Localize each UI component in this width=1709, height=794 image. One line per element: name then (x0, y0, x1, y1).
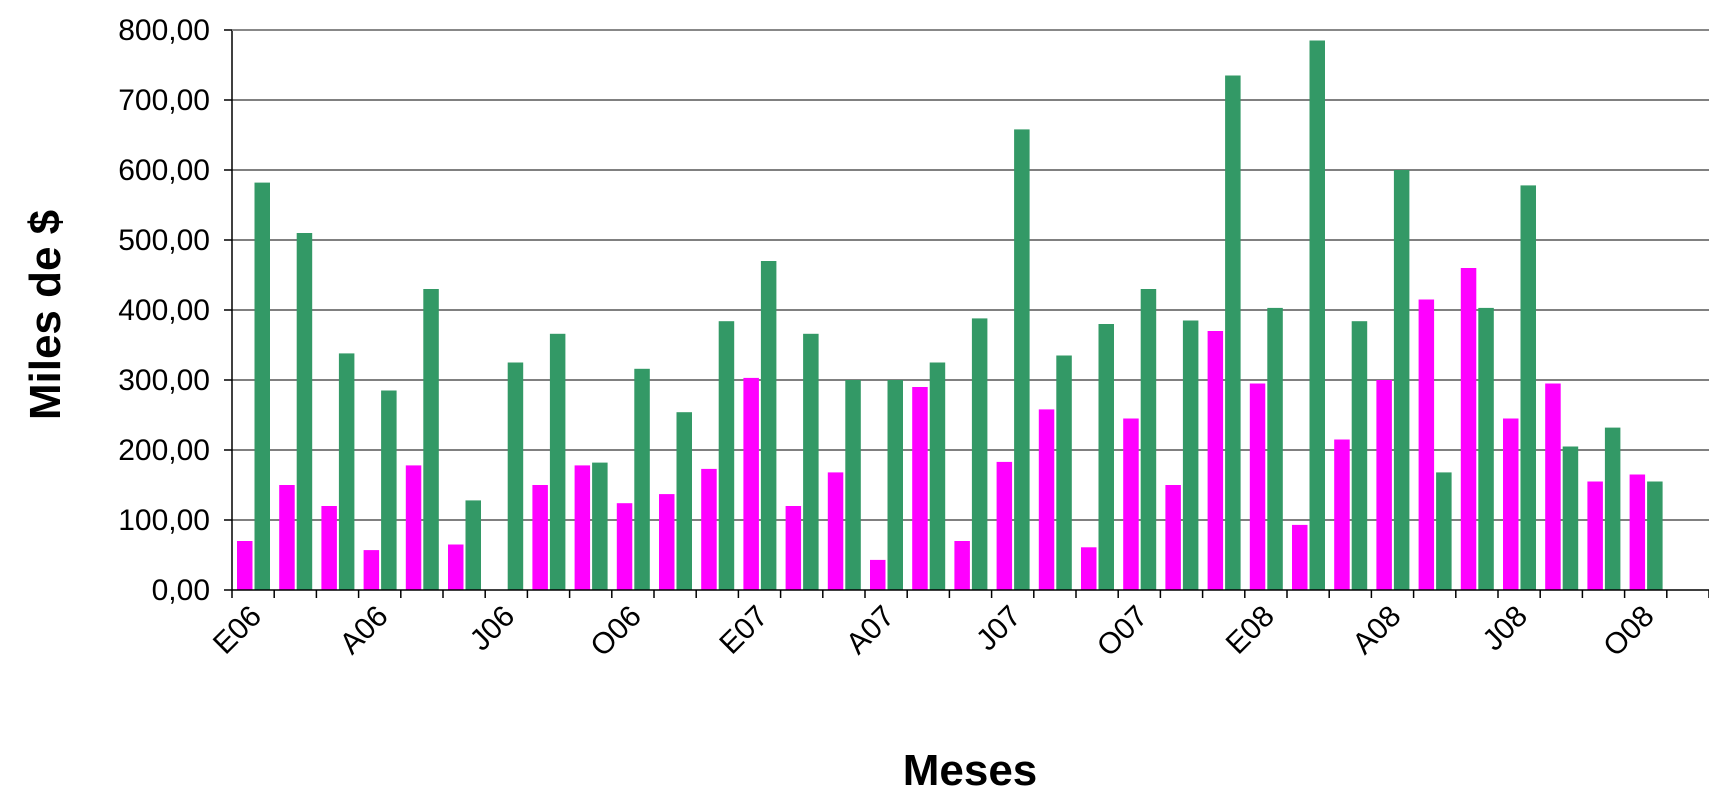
bar-series-1 (405, 465, 422, 590)
y-tick-label: 500,00 (118, 224, 210, 257)
bar-series-2 (338, 353, 355, 590)
y-tick-label: 800,00 (118, 14, 210, 47)
bar-series-1 (1123, 418, 1139, 590)
bar-series-2 (1182, 320, 1199, 590)
bar-series-1 (1081, 547, 1097, 590)
bar-series-2 (1225, 75, 1241, 590)
bar-series-1 (785, 506, 802, 590)
bar-series-2 (718, 321, 735, 590)
x-tick-label: E08 (1220, 600, 1281, 661)
bar-series-1 (616, 503, 633, 590)
bar-series-1 (1545, 383, 1561, 590)
bar-series-1 (1207, 331, 1224, 590)
bar-series-1 (659, 494, 675, 590)
bar-series-2 (760, 261, 777, 590)
x-tick-label: J07 (970, 600, 1028, 658)
bar-series-2 (1267, 307, 1283, 590)
y-tick-label: 300,00 (118, 364, 210, 397)
bar-series-1 (912, 387, 928, 590)
bar-series-2 (1014, 129, 1030, 590)
bar-series-2 (1562, 446, 1579, 590)
bar-series-1 (448, 544, 464, 590)
bar-series-2 (465, 500, 481, 590)
y-tick-label: 600,00 (118, 154, 210, 187)
bar-series-2 (1520, 185, 1536, 590)
y-tick-label: 0,00 (152, 574, 210, 607)
bar-series-2 (1478, 307, 1494, 590)
bar-series-1 (1503, 418, 1519, 590)
bar-series-1 (321, 506, 337, 590)
bar-series-1 (1334, 439, 1350, 590)
bar-series-1 (870, 559, 886, 590)
x-tick-label: O06 (584, 600, 647, 663)
bar-series-1 (237, 541, 253, 590)
bars (237, 40, 1663, 590)
bar-series-2 (549, 333, 566, 590)
bar-series-2 (381, 390, 397, 590)
x-tick-label: A06 (334, 600, 395, 661)
x-tick-label: E06 (207, 600, 268, 661)
x-axis-ticks: E06 A06 J06 O06 E07 A07 J07 O07 E08 A08 J08 O08 (207, 590, 1709, 663)
y-tick-label: 200,00 (118, 434, 210, 467)
bar-series-1 (1376, 380, 1392, 590)
x-tick-label: J06 (464, 600, 522, 658)
x-axis-title: Meses (903, 746, 1038, 794)
bar-series-2 (296, 233, 313, 590)
bar-series-1 (996, 461, 1013, 590)
y-tick-label: 700,00 (118, 84, 210, 117)
bar-series-2 (592, 462, 608, 590)
bar-series-2 (1098, 324, 1114, 590)
bar-series-2 (929, 362, 946, 590)
x-tick-label: J08 (1477, 600, 1535, 658)
y-tick-label: 400,00 (118, 294, 210, 327)
bar-series-1 (701, 468, 717, 590)
bar-series-1 (532, 485, 548, 590)
bar-series-1 (1629, 474, 1646, 590)
bar-series-1 (827, 472, 844, 590)
bar-series-2 (1647, 481, 1663, 590)
bar-series-1 (1038, 409, 1055, 590)
bar-series-1 (1292, 524, 1308, 590)
bar-series-1 (1418, 299, 1435, 590)
bar-series-1 (954, 541, 970, 590)
bar-series-1 (363, 550, 380, 590)
bar-series-2 (845, 380, 861, 590)
x-tick-label: O07 (1091, 600, 1154, 663)
x-tick-label: O08 (1597, 600, 1660, 663)
bar-series-1 (1165, 485, 1181, 590)
bar-series-2 (507, 362, 524, 590)
bar-series-2 (1604, 427, 1621, 590)
bar-series-2 (887, 380, 903, 590)
bar-series-2 (634, 368, 650, 590)
bar-series-2 (676, 412, 692, 590)
y-tick-label: 100,00 (118, 504, 210, 537)
bar-series-2 (1393, 170, 1410, 590)
bar-series-2 (1436, 472, 1452, 590)
bar-series-2 (971, 318, 988, 590)
bar-series-1 (1587, 481, 1603, 590)
x-tick-label: E07 (713, 600, 774, 661)
bar-series-2 (1056, 355, 1072, 590)
x-tick-label: A08 (1346, 600, 1407, 661)
bar-series-2 (803, 333, 819, 590)
bar-series-1 (1249, 383, 1266, 590)
y-axis-title: Miles de $ (21, 210, 70, 420)
bar-series-2 (1140, 289, 1157, 590)
bar-series-1 (574, 465, 591, 590)
bar-series-1 (743, 377, 759, 590)
x-tick-label: A07 (840, 600, 901, 661)
bar-series-2 (254, 182, 270, 590)
bar-series-2 (1309, 40, 1325, 590)
bar-series-2 (1351, 321, 1368, 590)
y-axis-ticks: 0,00 100,00 200,00 300,00 400,00 500,00 600,00… (118, 14, 232, 607)
bar-series-1 (1460, 268, 1477, 590)
bar-series-1 (279, 485, 295, 590)
bar-series-2 (423, 289, 439, 590)
